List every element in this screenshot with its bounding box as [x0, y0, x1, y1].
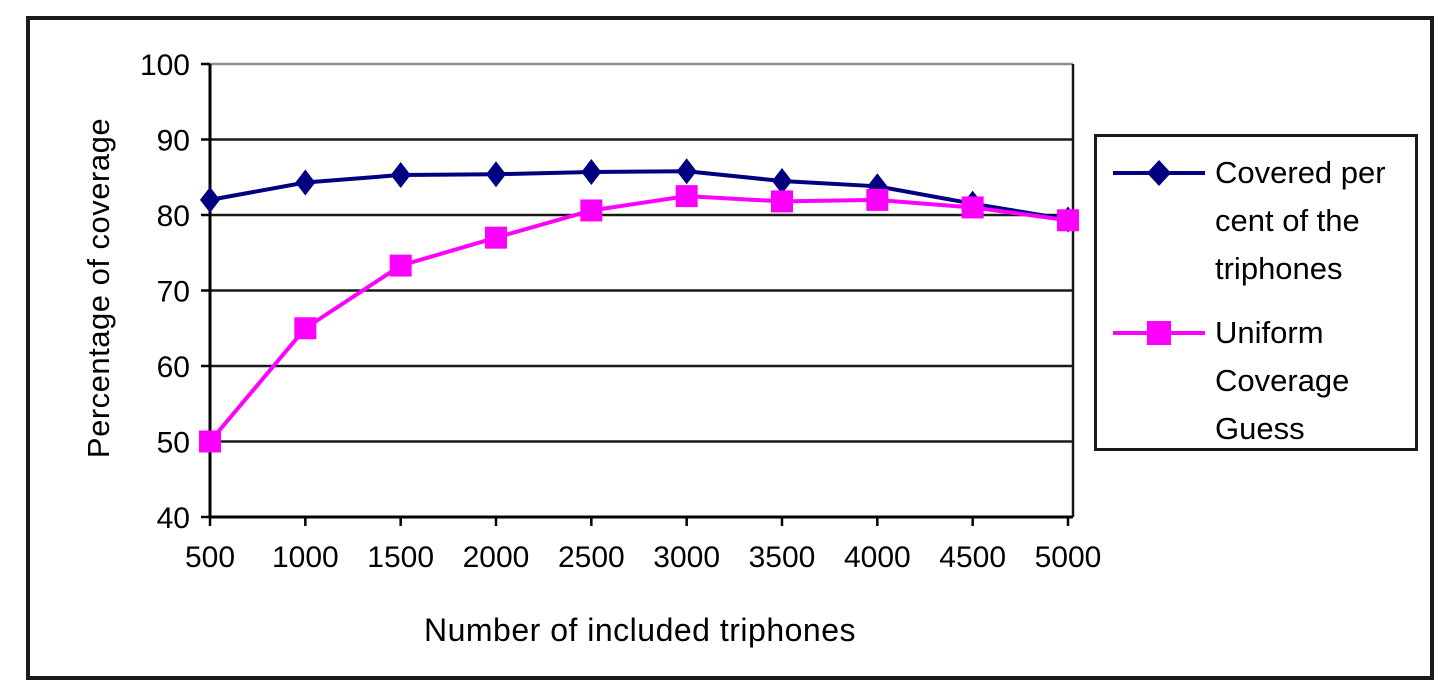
data-point-diamond: [772, 168, 792, 195]
x-tick-label: 1000: [272, 541, 339, 574]
data-point-diamond: [390, 161, 411, 188]
data-point-square: [294, 317, 317, 340]
y-tick-label: 60: [157, 351, 190, 384]
x-tick-label: 4000: [844, 541, 911, 574]
data-point-square: [485, 226, 507, 249]
legend-marker-square-icon: [1113, 321, 1205, 345]
data-point-square: [199, 430, 221, 453]
legend-label-uniform: Uniform Coverage Guess: [1215, 315, 1350, 446]
legend: Covered per cent of the triphones Unifor…: [1094, 134, 1418, 451]
data-point-square: [580, 199, 603, 222]
x-tick-label: 5000: [1035, 541, 1102, 574]
data-point-square: [771, 190, 793, 213]
x-tick-label: 4500: [939, 541, 1006, 574]
legend-entry: Covered per cent of the triphones: [1111, 149, 1415, 293]
y-tick-label: 70: [157, 276, 190, 309]
data-point-square: [1057, 209, 1079, 232]
y-tick-label: 100: [140, 49, 190, 82]
y-tick-label: 80: [157, 200, 190, 233]
legend-entry: Uniform Coverage Guess: [1111, 309, 1415, 453]
x-tick-label: 3500: [749, 541, 816, 574]
y-tick-label: 40: [157, 502, 190, 535]
data-point-square: [866, 188, 889, 211]
data-point-square: [389, 254, 412, 277]
data-point-diamond: [486, 161, 506, 188]
legend-marker-diamond-icon: [1113, 160, 1205, 186]
data-point-diamond: [200, 186, 220, 213]
series-line-square: [208, 194, 1069, 443]
legend-label-covered: Covered per cent of the triphones: [1215, 155, 1386, 286]
y-tick-label: 90: [157, 125, 190, 158]
data-point-diamond: [295, 169, 316, 196]
x-tick-label: 3000: [653, 541, 720, 574]
x-tick-label: 500: [185, 541, 235, 574]
data-point-diamond: [581, 158, 602, 185]
series-line-diamond: [209, 169, 1069, 222]
y-axis-title: Percentage of coverage: [81, 117, 116, 459]
x-tick-label: 2500: [558, 541, 625, 574]
data-point-diamond: [676, 158, 697, 185]
data-point-square: [675, 185, 698, 208]
y-tick-label: 50: [157, 427, 190, 460]
x-axis-title: Number of included triphones: [423, 612, 856, 648]
x-tick-label: 1500: [367, 541, 434, 574]
x-tick-label: 2000: [463, 541, 530, 574]
data-point-square: [961, 196, 984, 219]
